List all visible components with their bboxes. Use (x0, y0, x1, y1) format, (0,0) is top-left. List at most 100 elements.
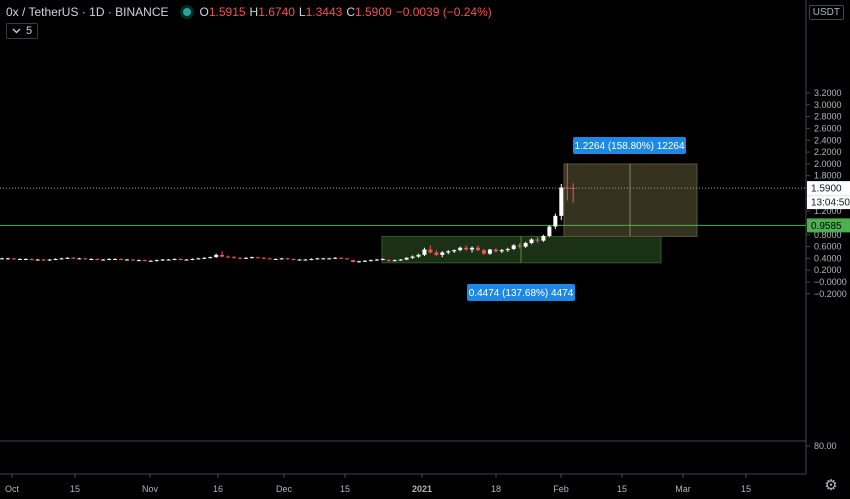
candle-body (470, 247, 475, 250)
level-price-tag-bg (807, 218, 850, 233)
price-tick-label: 3.2000 (814, 88, 842, 98)
candle-body (440, 252, 445, 255)
open-label: O (199, 5, 209, 19)
price-tick-label: 2.8000 (814, 112, 842, 122)
candle-body (23, 258, 28, 260)
candle-body (339, 257, 344, 259)
high-label: H (249, 5, 259, 19)
indicators-toggle-button[interactable]: 5 (6, 23, 39, 39)
time-tick-label: Oct (5, 484, 20, 494)
candle-body (41, 259, 46, 261)
price-tick-label: 2.4000 (814, 135, 842, 145)
price-tick-label: −0.0000 (814, 277, 847, 287)
open-value: 1.5915 (208, 5, 246, 19)
candle-body (392, 260, 397, 262)
candle-body (481, 250, 486, 254)
price-tick-label: −0.2000 (814, 289, 847, 299)
candle-body (101, 259, 106, 261)
candle-body (315, 258, 320, 260)
price-tick-label: 3.0000 (814, 100, 842, 110)
time-tick-label: 15 (617, 484, 627, 494)
candle-body (291, 258, 296, 260)
candle-body (130, 259, 135, 261)
candle-body (357, 261, 361, 263)
time-tick-label: 18 (491, 484, 501, 494)
candle-body (458, 247, 463, 251)
candle-body (59, 258, 64, 260)
level-price-tag: 0.9585 (811, 221, 842, 232)
candle-body (172, 258, 177, 260)
candle-body (333, 257, 338, 259)
low-value: 1.3443 (305, 5, 343, 19)
candle-body (398, 259, 403, 261)
candle-body (547, 226, 552, 236)
low-label: L (298, 5, 306, 19)
price-tick-label: 1.8000 (814, 171, 842, 181)
candle-body (255, 257, 260, 259)
last-price-tag: 1.5900 (811, 184, 842, 195)
candle-body (220, 254, 225, 257)
candle-body (309, 258, 314, 260)
candle-body (476, 247, 480, 251)
candle-body (5, 258, 10, 260)
candle-body (434, 252, 439, 255)
candle-body (77, 258, 82, 260)
candle-body (190, 258, 195, 260)
price-tick-label: 0.2000 (814, 265, 842, 275)
candle-body (11, 258, 16, 260)
candle-body (505, 248, 510, 251)
legend-header: 0x / TetherUS · 1D · BINANCE O 1.5915 H 1.… (6, 5, 492, 19)
candle-body (351, 260, 356, 262)
candle-body (119, 258, 123, 260)
symbol-label[interactable]: 0x / TetherUS · 1D · BINANCE (6, 5, 169, 19)
candle-body (0, 258, 4, 260)
candle-body (107, 258, 112, 260)
candle-body (321, 258, 326, 260)
candle-body (154, 260, 159, 262)
candle-body (416, 254, 421, 257)
candle-body (124, 259, 129, 261)
price-tick-label: 0.6000 (814, 242, 842, 252)
candle-body (297, 259, 302, 261)
candle-body (71, 257, 76, 259)
candle-body (238, 257, 242, 259)
time-tick-label: Nov (142, 484, 159, 494)
candle-body (559, 187, 564, 216)
candle-body (29, 258, 34, 260)
candle-body (523, 243, 528, 247)
price-tick-label: 0.4000 (814, 253, 842, 263)
candle-body (529, 239, 534, 244)
candle-body (47, 259, 52, 261)
candle-body (279, 258, 284, 260)
candle-body (327, 258, 332, 260)
candle-body (53, 258, 58, 260)
time-tick-label: 15 (340, 484, 350, 494)
lower-pane-tick-label: 80.00 (814, 441, 837, 451)
candle-body (273, 258, 278, 260)
candle-body (446, 251, 451, 253)
candle-body (499, 250, 504, 252)
candle-body (89, 258, 94, 260)
countdown-tag: 13:04:50 (811, 198, 850, 209)
candle-body (464, 247, 469, 250)
last-price-tag-bg (807, 181, 850, 196)
gear-icon[interactable]: ⚙ (824, 477, 838, 494)
close-value: 1.5900 (354, 5, 392, 19)
candle-body (541, 235, 546, 241)
candle-body (243, 257, 248, 259)
price-tick-label: 0.8000 (814, 230, 842, 240)
measure-label-upper: 1.2264 (158.80%) 12264 (574, 141, 685, 152)
candle-body (226, 256, 231, 258)
candle-body (208, 257, 213, 259)
currency-label[interactable]: USDT (808, 5, 844, 20)
indicator-count: 5 (26, 25, 33, 37)
candle-body (535, 239, 540, 241)
candle-body (404, 257, 409, 260)
candle-body (83, 258, 88, 260)
close-label: C (346, 5, 355, 19)
candle-body (136, 260, 141, 262)
measure-label-lower-bg (467, 284, 575, 301)
candle-body (166, 259, 171, 261)
candle-body (374, 259, 379, 261)
